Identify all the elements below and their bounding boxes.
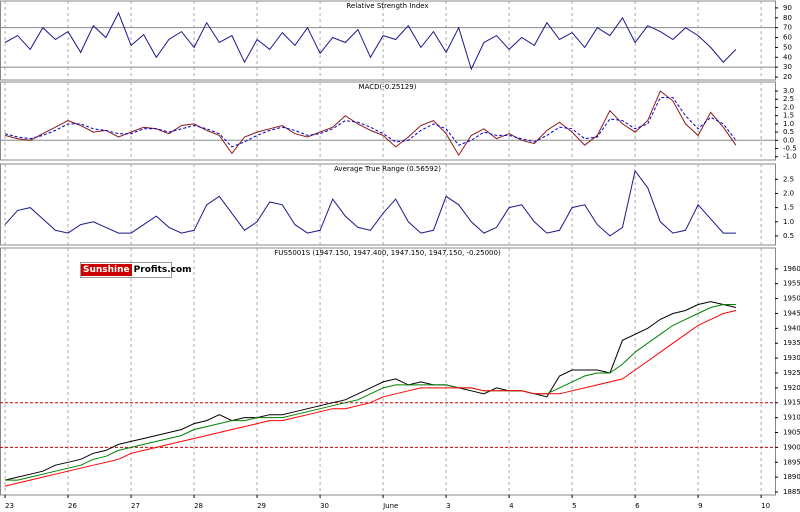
y-tick-label: 1895 (783, 458, 800, 466)
series-line (4, 97, 737, 148)
y-tick-label: 50 (783, 43, 792, 51)
y-tick-label: 20 (783, 73, 792, 81)
x-tick-label: 27 (131, 502, 140, 510)
x-tick-label: 26 (68, 502, 77, 510)
y-tick-label: 1945 (783, 309, 800, 317)
y-tick-label: 1.5 (783, 112, 794, 120)
x-tick-label: 30 (320, 502, 329, 510)
series-line (4, 301, 737, 481)
y-tick-label: 0.5 (783, 128, 794, 136)
y-tick-label: 1890 (783, 473, 800, 481)
y-tick-label: 1955 (783, 280, 800, 288)
x-tick-label: 9 (698, 502, 702, 510)
y-tick-label: 0.5 (783, 232, 794, 240)
y-tick-label: 1920 (783, 384, 800, 392)
y-tick-label: 2.5 (783, 175, 794, 183)
y-tick-label: 30 (783, 63, 792, 71)
y-tick-label: 1950 (783, 295, 800, 303)
panel-frame (0, 0, 776, 81)
y-tick-label: 1960 (783, 265, 800, 273)
x-tick-label: 6 (635, 502, 640, 510)
panel-title: FUS5001S (1947.150, 1947.400, 1947.150, … (274, 249, 501, 257)
y-tick-label: 2.5 (783, 95, 794, 103)
y-tick-label: 1925 (783, 369, 800, 377)
y-tick-label: 1885 (783, 488, 800, 496)
panel-frame (0, 163, 776, 246)
panel-frame (0, 247, 776, 496)
y-tick-label: 90 (783, 4, 792, 12)
y-tick-label: 1.0 (783, 120, 794, 128)
y-tick-label: 1900 (783, 443, 800, 451)
logo-part: Sunshine (81, 264, 132, 276)
y-tick-label: -0.5 (783, 145, 797, 153)
y-tick-label: 2.0 (783, 103, 794, 111)
y-tick-label: 1910 (783, 414, 800, 422)
y-tick-label: 1930 (783, 354, 800, 362)
y-tick-label: 1935 (783, 339, 800, 347)
y-tick-label: -1.0 (783, 153, 797, 161)
x-tick-label: 10 (761, 502, 770, 510)
y-tick-label: 1940 (783, 324, 800, 332)
panel-frame (0, 81, 776, 161)
logo-part: Profits.com (133, 265, 192, 275)
x-tick-label: 28 (194, 502, 203, 510)
y-tick-label: 60 (783, 34, 792, 42)
panel-title: Average True Range (0.56592) (334, 165, 441, 173)
y-tick-label: 80 (783, 14, 792, 22)
y-tick-label: 0.0 (783, 136, 794, 144)
x-tick-label: 4 (509, 502, 514, 510)
series-line (4, 11, 737, 71)
y-tick-label: 1905 (783, 429, 800, 437)
x-tick-label: 3 (446, 502, 450, 510)
y-tick-label: 1.5 (783, 204, 794, 212)
x-tick-label: 23 (5, 502, 14, 510)
y-tick-label: 2.0 (783, 189, 794, 197)
y-tick-label: 1915 (783, 399, 800, 407)
series-line (5, 304, 736, 481)
x-tick-label: 5 (572, 502, 576, 510)
series-line (4, 169, 736, 237)
panel-title: MACD(-0.25129) (359, 83, 417, 91)
x-tick-label: 29 (257, 502, 266, 510)
y-tick-label: 70 (783, 24, 792, 32)
series-line (4, 310, 737, 487)
y-tick-label: 40 (783, 53, 792, 61)
panel-title: Relative Strength Index (346, 2, 428, 10)
x-tick-label: June (382, 502, 398, 510)
logo: Sunshine Profits.com (80, 262, 192, 278)
y-tick-label: 1.0 (783, 218, 794, 226)
y-tick-label: 3.0 (783, 87, 794, 95)
